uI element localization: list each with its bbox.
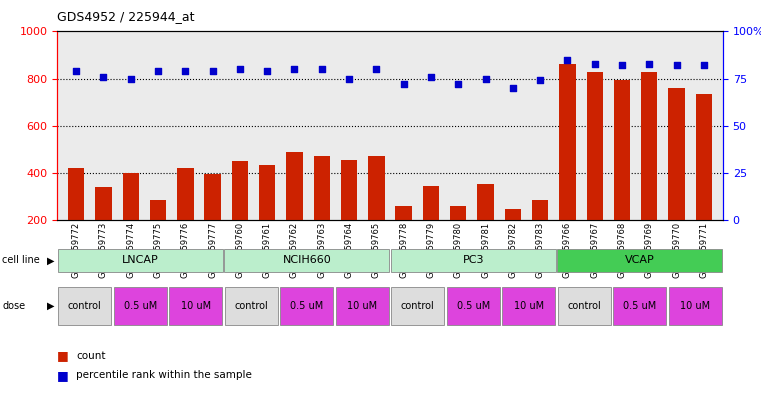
Point xyxy=(588,61,600,67)
Bar xyxy=(447,286,500,325)
Text: VCAP: VCAP xyxy=(625,255,654,265)
Bar xyxy=(224,249,389,272)
Bar xyxy=(114,286,167,325)
Bar xyxy=(696,94,712,267)
Bar xyxy=(391,286,444,325)
Bar xyxy=(391,249,556,272)
Bar xyxy=(232,161,248,267)
Point xyxy=(698,62,710,68)
Bar xyxy=(502,286,555,325)
Point xyxy=(371,66,383,72)
Point xyxy=(562,57,574,63)
Bar xyxy=(396,206,412,267)
Bar xyxy=(58,249,223,272)
Point xyxy=(288,66,301,72)
Bar xyxy=(423,186,439,267)
Text: cell line: cell line xyxy=(2,255,40,265)
Text: ■: ■ xyxy=(57,369,68,382)
Text: PC3: PC3 xyxy=(463,255,484,265)
Bar xyxy=(559,64,575,267)
Point xyxy=(534,77,546,84)
Bar xyxy=(587,72,603,267)
Bar xyxy=(668,88,685,267)
Bar xyxy=(613,286,666,325)
Point xyxy=(125,75,137,82)
Text: GDS4952 / 225944_at: GDS4952 / 225944_at xyxy=(57,10,195,23)
Text: 10 uM: 10 uM xyxy=(514,301,544,310)
Text: 0.5 uM: 0.5 uM xyxy=(290,301,323,310)
Bar xyxy=(368,156,384,267)
Text: ■: ■ xyxy=(57,349,68,362)
Bar xyxy=(336,286,389,325)
Point xyxy=(452,81,464,87)
Bar xyxy=(641,72,658,267)
Point xyxy=(479,75,492,82)
Text: control: control xyxy=(401,301,435,310)
Point xyxy=(234,66,246,72)
Text: 0.5 uM: 0.5 uM xyxy=(124,301,157,310)
Point xyxy=(507,85,519,91)
Text: 0.5 uM: 0.5 uM xyxy=(623,301,656,310)
Text: NCIH660: NCIH660 xyxy=(282,255,331,265)
Point xyxy=(616,62,628,68)
Point xyxy=(97,73,110,80)
Bar xyxy=(68,168,84,267)
Text: count: count xyxy=(76,351,106,361)
Bar xyxy=(286,152,303,267)
Text: ▶: ▶ xyxy=(47,255,55,265)
Point xyxy=(343,75,355,82)
Bar xyxy=(314,156,330,267)
Bar xyxy=(280,286,333,325)
Bar xyxy=(123,173,139,267)
Point xyxy=(670,62,683,68)
Bar xyxy=(95,187,112,267)
Bar xyxy=(259,165,275,267)
Bar xyxy=(341,160,357,267)
Point xyxy=(152,68,164,74)
Text: control: control xyxy=(68,301,102,310)
Text: LNCAP: LNCAP xyxy=(122,255,159,265)
Bar xyxy=(614,80,630,267)
Text: control: control xyxy=(234,301,268,310)
Text: percentile rank within the sample: percentile rank within the sample xyxy=(76,370,252,380)
Point xyxy=(397,81,409,87)
Text: 10 uM: 10 uM xyxy=(680,301,710,310)
Text: ▶: ▶ xyxy=(47,301,55,310)
Point xyxy=(316,66,328,72)
Text: control: control xyxy=(568,301,601,310)
Bar xyxy=(558,286,610,325)
Bar xyxy=(557,249,722,272)
Point xyxy=(261,68,273,74)
Bar xyxy=(150,200,166,267)
Bar xyxy=(177,168,193,267)
Bar xyxy=(225,286,278,325)
Point xyxy=(180,68,192,74)
Text: 10 uM: 10 uM xyxy=(180,301,211,310)
Text: 10 uM: 10 uM xyxy=(347,301,377,310)
Bar xyxy=(532,200,548,267)
Bar xyxy=(205,174,221,267)
Bar xyxy=(669,286,721,325)
Bar xyxy=(170,286,222,325)
Bar xyxy=(450,206,466,267)
Bar xyxy=(477,184,494,267)
Bar xyxy=(59,286,111,325)
Point xyxy=(643,61,655,67)
Point xyxy=(425,73,437,80)
Text: dose: dose xyxy=(2,301,25,310)
Point xyxy=(70,68,82,74)
Point xyxy=(206,68,218,74)
Bar xyxy=(505,209,521,267)
Text: 0.5 uM: 0.5 uM xyxy=(457,301,490,310)
